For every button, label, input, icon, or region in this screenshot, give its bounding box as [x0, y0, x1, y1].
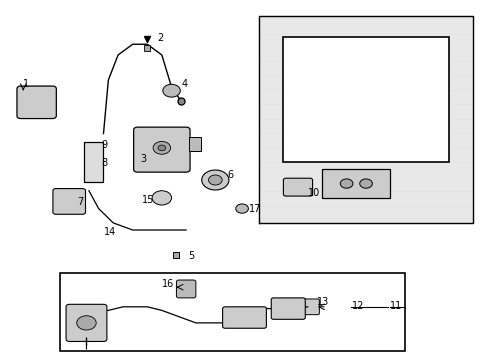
- Text: 9: 9: [101, 140, 107, 150]
- Text: 2: 2: [157, 33, 163, 44]
- Bar: [283, 37, 448, 162]
- Text: 16: 16: [162, 279, 174, 289]
- Circle shape: [201, 170, 228, 190]
- FancyBboxPatch shape: [271, 298, 305, 319]
- Circle shape: [340, 179, 352, 188]
- FancyBboxPatch shape: [133, 127, 190, 172]
- Text: 4: 4: [181, 79, 187, 89]
- Circle shape: [208, 175, 222, 185]
- Text: 3: 3: [140, 154, 146, 164]
- Text: 14: 14: [103, 228, 116, 237]
- Text: 15: 15: [142, 195, 154, 205]
- Text: 1: 1: [23, 79, 29, 89]
- FancyBboxPatch shape: [53, 189, 85, 214]
- Bar: [60, 273, 404, 351]
- Text: 6: 6: [227, 170, 233, 180]
- FancyBboxPatch shape: [295, 299, 319, 315]
- FancyBboxPatch shape: [17, 86, 56, 118]
- Circle shape: [152, 191, 171, 205]
- Text: 13: 13: [317, 297, 329, 307]
- Circle shape: [153, 141, 170, 154]
- Text: 17: 17: [249, 204, 261, 214]
- FancyBboxPatch shape: [66, 304, 107, 342]
- FancyBboxPatch shape: [222, 307, 266, 328]
- Text: 5: 5: [188, 251, 194, 261]
- Polygon shape: [259, 16, 472, 223]
- Circle shape: [158, 145, 165, 151]
- FancyBboxPatch shape: [176, 280, 196, 298]
- Bar: [84, 143, 103, 182]
- Text: 8: 8: [101, 158, 107, 168]
- Text: 11: 11: [389, 301, 402, 311]
- Text: 7: 7: [77, 197, 83, 207]
- Bar: [322, 169, 389, 198]
- Circle shape: [235, 204, 248, 213]
- Text: 12: 12: [351, 301, 363, 311]
- Circle shape: [359, 179, 372, 188]
- Text: 10: 10: [307, 188, 319, 198]
- Circle shape: [163, 84, 180, 97]
- Circle shape: [77, 316, 96, 330]
- FancyBboxPatch shape: [283, 178, 312, 196]
- Bar: [188, 137, 201, 152]
